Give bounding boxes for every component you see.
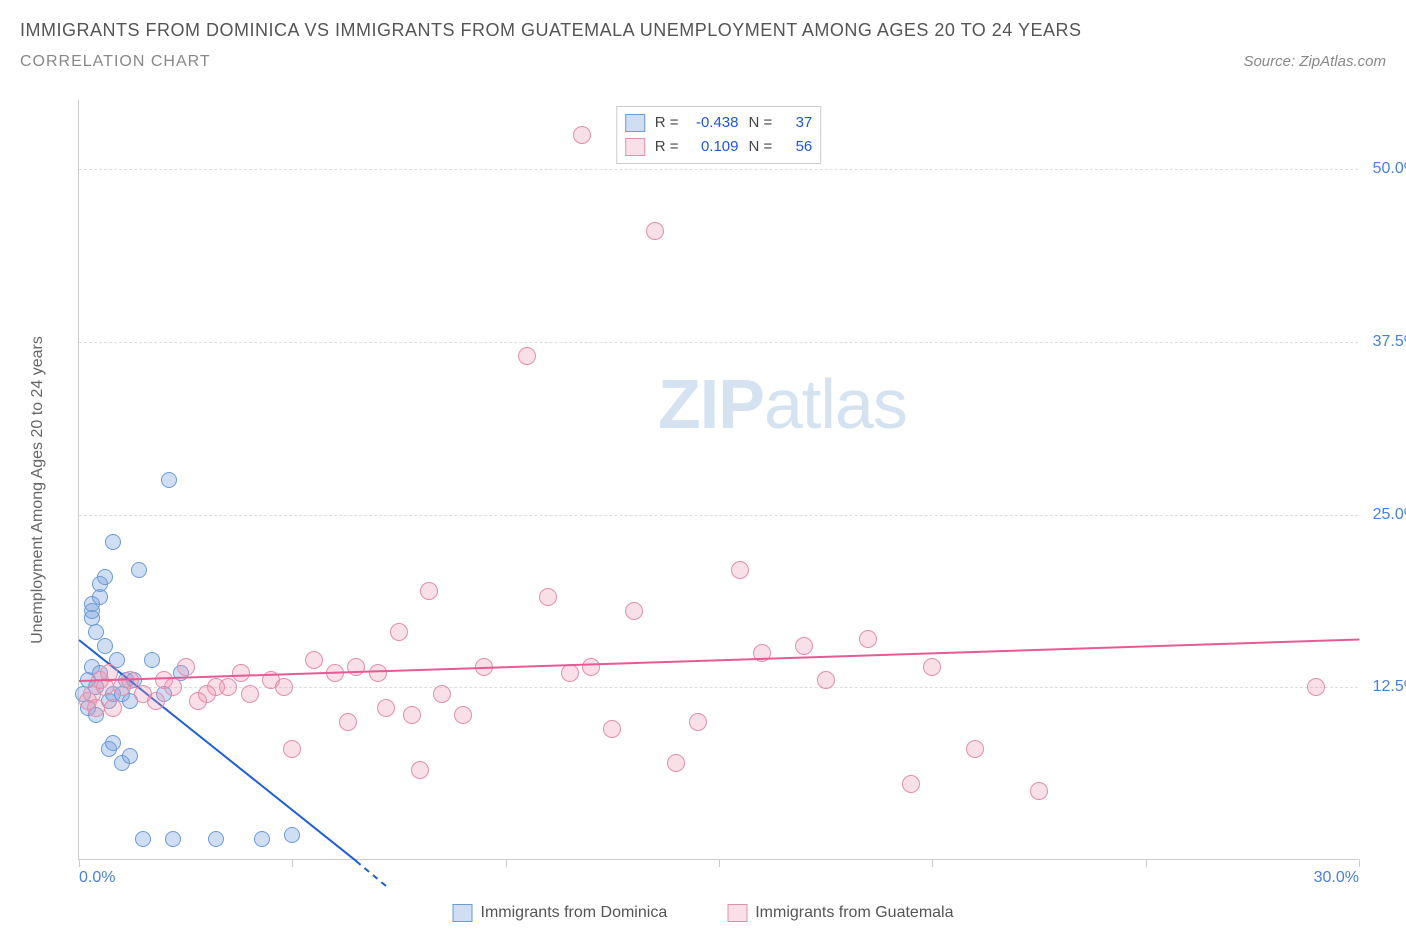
- data-point: [561, 664, 579, 682]
- legend-item: Immigrants from Guatemala: [727, 904, 953, 922]
- data-point: [646, 222, 664, 240]
- data-point: [377, 699, 395, 717]
- data-point: [241, 685, 259, 703]
- data-point: [87, 699, 105, 717]
- data-point: [817, 671, 835, 689]
- data-point: [966, 740, 984, 758]
- data-point: [859, 630, 877, 648]
- data-point: [219, 678, 237, 696]
- source-attribution: Source: ZipAtlas.com: [1243, 53, 1386, 70]
- data-point: [92, 589, 108, 605]
- y-tick-label: 12.5%: [1363, 678, 1406, 696]
- correlation-chart: Unemployment Among Ages 20 to 24 years Z…: [48, 100, 1388, 880]
- gridline: [79, 515, 1358, 516]
- data-point: [275, 678, 293, 696]
- data-point: [390, 623, 408, 641]
- data-point: [305, 651, 323, 669]
- y-tick-label: 25.0%: [1363, 506, 1406, 524]
- data-point: [667, 754, 685, 772]
- data-point: [1030, 782, 1048, 800]
- stat-r-value: 0.109: [689, 135, 739, 159]
- data-point: [161, 472, 177, 488]
- data-point: [539, 588, 557, 606]
- data-point: [403, 706, 421, 724]
- stat-r-label: R =: [655, 135, 679, 159]
- x-tick: [719, 859, 720, 867]
- stat-n-label: N =: [749, 111, 773, 135]
- stats-legend-box: R = -0.438 N = 37 R = 0.109 N = 56: [616, 106, 822, 164]
- data-point: [795, 637, 813, 655]
- chart-subtitle: CORRELATION CHART: [20, 53, 211, 71]
- stat-n-label: N =: [749, 135, 773, 159]
- data-point: [573, 126, 591, 144]
- data-point: [105, 534, 121, 550]
- stat-r-label: R =: [655, 111, 679, 135]
- gridline: [79, 342, 1358, 343]
- data-point: [689, 713, 707, 731]
- legend-label: Immigrants from Dominica: [481, 904, 668, 922]
- data-point: [284, 827, 300, 843]
- data-point: [97, 569, 113, 585]
- data-point: [420, 582, 438, 600]
- plot-area: ZIPatlas R =-0.438N =37R =0.109N =56 12.…: [78, 100, 1358, 860]
- data-point: [122, 748, 138, 764]
- watermark: ZIPatlas: [658, 364, 907, 444]
- legend-label: Immigrants from Guatemala: [755, 904, 953, 922]
- x-tick-label: 30.0%: [1314, 869, 1359, 887]
- gridline: [79, 169, 1358, 170]
- series-swatch: [625, 114, 645, 132]
- data-point: [208, 831, 224, 847]
- data-point: [105, 735, 121, 751]
- x-tick-label: 0.0%: [79, 869, 115, 887]
- data-point: [164, 678, 182, 696]
- stat-n-value: 37: [782, 111, 812, 135]
- data-point: [625, 602, 643, 620]
- data-point: [339, 713, 357, 731]
- legend-swatch: [453, 904, 473, 922]
- x-tick: [292, 859, 293, 867]
- y-axis-label: Unemployment Among Ages 20 to 24 years: [29, 336, 47, 644]
- x-tick: [79, 859, 80, 867]
- y-tick-label: 50.0%: [1363, 160, 1406, 178]
- legend-swatch: [727, 904, 747, 922]
- stat-n-value: 56: [782, 135, 812, 159]
- data-point: [731, 561, 749, 579]
- data-point: [923, 658, 941, 676]
- data-point: [1307, 678, 1325, 696]
- data-point: [131, 562, 147, 578]
- header: IMMIGRANTS FROM DOMINICA VS IMMIGRANTS F…: [0, 0, 1406, 81]
- data-point: [454, 706, 472, 724]
- data-point: [135, 831, 151, 847]
- data-point: [232, 664, 250, 682]
- data-point: [582, 658, 600, 676]
- bottom-legend: Immigrants from Dominica Immigrants from …: [453, 904, 954, 922]
- data-point: [433, 685, 451, 703]
- data-point: [165, 831, 181, 847]
- x-tick: [1359, 859, 1360, 867]
- data-point: [603, 720, 621, 738]
- data-point: [97, 638, 113, 654]
- stat-r-value: -0.438: [689, 111, 739, 135]
- x-tick: [932, 859, 933, 867]
- trend-line-extrapolated: [356, 860, 387, 886]
- data-point: [369, 664, 387, 682]
- data-point: [104, 699, 122, 717]
- x-tick: [1146, 859, 1147, 867]
- legend-item: Immigrants from Dominica: [453, 904, 668, 922]
- series-swatch: [625, 138, 645, 156]
- data-point: [518, 347, 536, 365]
- x-tick: [506, 859, 507, 867]
- data-point: [902, 775, 920, 793]
- data-point: [177, 658, 195, 676]
- stats-row: R = -0.438 N = 37: [625, 111, 813, 135]
- stats-row: R = 0.109 N = 56: [625, 135, 813, 159]
- data-point: [411, 761, 429, 779]
- data-point: [254, 831, 270, 847]
- y-tick-label: 37.5%: [1363, 333, 1406, 351]
- data-point: [147, 692, 165, 710]
- chart-title: IMMIGRANTS FROM DOMINICA VS IMMIGRANTS F…: [20, 20, 1386, 41]
- data-point: [144, 652, 160, 668]
- data-point: [283, 740, 301, 758]
